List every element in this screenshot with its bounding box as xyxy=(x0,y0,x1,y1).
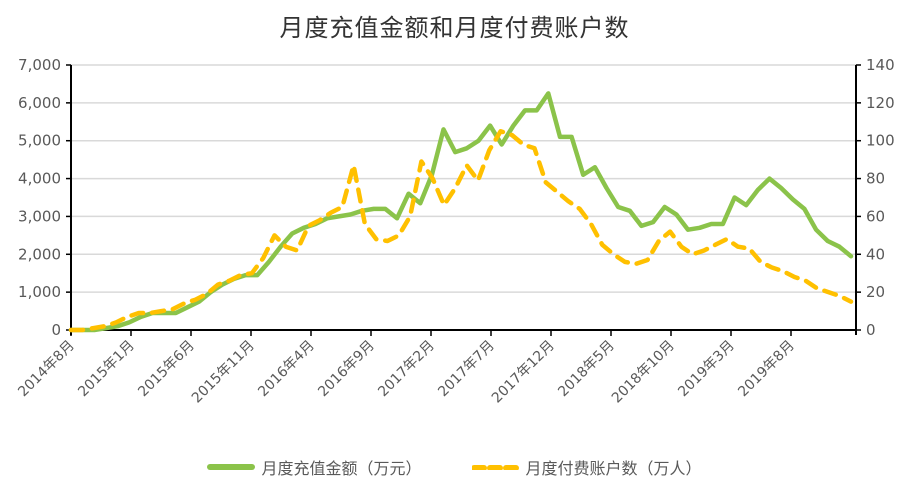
x-tick-label: 2015年11月 xyxy=(189,338,258,407)
x-tick-label: 2015年6月 xyxy=(135,338,198,401)
x-tick-label: 2015年1月 xyxy=(75,338,138,401)
x-tick-label: 2016年4月 xyxy=(255,338,318,401)
legend-label-accounts: 月度付费账户数（万人） xyxy=(525,459,702,478)
y-tick-label: 7,000 xyxy=(18,56,61,74)
y2-tick-label: 120 xyxy=(866,94,895,112)
x-tick-label: 2014年8月 xyxy=(15,338,78,401)
x-tick-label: 2018年5月 xyxy=(555,338,618,401)
axes xyxy=(66,64,861,336)
x-tick-label: 2019年3月 xyxy=(675,338,738,401)
x-tick-label: 2016年9月 xyxy=(315,338,378,401)
axis-labels: 0 0 1,000 20 2,000 40 3,000 60 4,000 80 5,000 100 6,… xyxy=(15,56,894,406)
y2-tick-label: 0 xyxy=(866,321,876,339)
y-tick-label: 5,000 xyxy=(18,132,61,150)
y2-tick-label: 40 xyxy=(866,245,885,263)
y-tick-label: 2,000 xyxy=(18,245,61,263)
y-tick-label: 6,000 xyxy=(18,94,61,112)
legend-item-accounts: 月度付费账户数（万人） xyxy=(471,455,702,479)
y-tick-label: 3,000 xyxy=(18,207,61,225)
series-accounts-line xyxy=(68,129,854,333)
series-lines xyxy=(68,91,854,333)
y2-tick-label: 20 xyxy=(866,283,885,301)
y-tick-label: 4,000 xyxy=(18,170,61,188)
y2-tick-label: 100 xyxy=(866,132,895,150)
legend-label-recharge: 月度充值金额（万元） xyxy=(261,459,422,478)
y2-tick-label: 140 xyxy=(866,56,895,74)
legend-dashed-line-icon xyxy=(471,465,520,470)
x-tick-label: 2017年2月 xyxy=(375,338,438,401)
x-tick-label: 2018年10月 xyxy=(609,338,678,407)
gridlines xyxy=(71,64,856,293)
chart-title: 月度充值金额和月度付费账户数 xyxy=(279,14,630,42)
x-tick-label: 2017年7月 xyxy=(435,338,498,401)
x-tick-label: 2017年12月 xyxy=(489,338,558,407)
y2-tick-label: 80 xyxy=(866,170,885,188)
legend-solid-line-icon xyxy=(207,464,256,470)
y-tick-label: 0 xyxy=(51,321,61,339)
y2-tick-label: 60 xyxy=(866,207,885,225)
legend: 月度充值金额（万元） 月度付费账户数（万人） xyxy=(0,455,909,479)
x-tick-label: 2019年8月 xyxy=(735,338,798,401)
legend-item-recharge: 月度充值金额（万元） xyxy=(207,455,422,479)
y-tick-label: 1,000 xyxy=(18,283,61,301)
series-recharge-line xyxy=(68,91,854,333)
